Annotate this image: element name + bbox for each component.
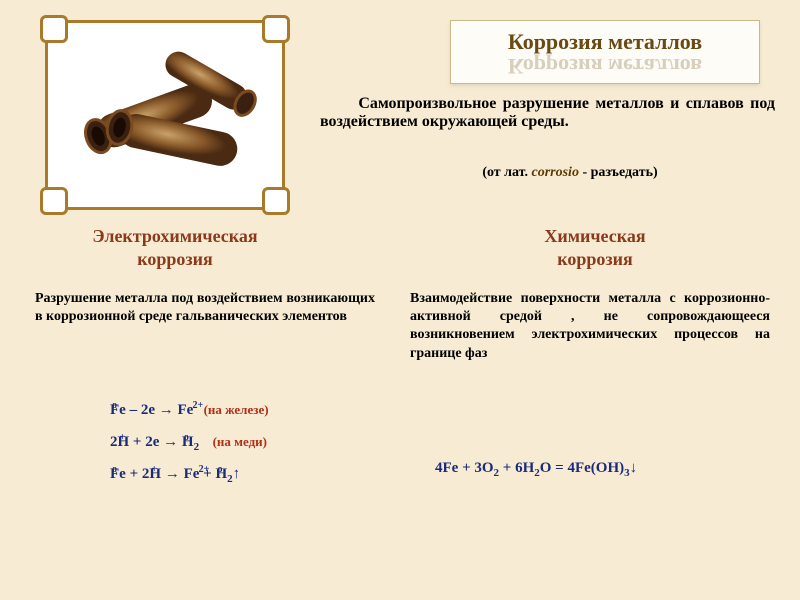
- etymology: (от лат. corrosio - разъедать): [420, 165, 720, 181]
- heading-chemical: Химическая коррозия: [490, 225, 700, 270]
- equation-row: Feo – 2e → Fe2+ (на железе): [110, 395, 390, 427]
- title-box: Коррозия металлов Коррозия металлов: [450, 20, 760, 84]
- equations-electrochemical: Feo – 2e → Fe2+ (на железе) 2H+ + 2e → H…: [110, 395, 390, 491]
- equation-annotation: (на железе): [197, 402, 268, 417]
- equation-chemical: 4Fe + 3O2 + 6H2O = 4Fe(OH)3↓: [435, 460, 765, 479]
- desc-electrochemical: Разрушение металла под воздействием возн…: [35, 290, 375, 326]
- equation-annotation: (на меди): [203, 434, 267, 449]
- equation-expr: 4Fe + 3O2 + 6H2O = 4Fe(OH)3↓: [435, 460, 637, 476]
- title-reflection: Коррозия металлов: [455, 53, 755, 79]
- slide-root: Коррозия металлов Коррозия металлов: [0, 0, 800, 600]
- corroded-pipes-icon: [65, 40, 265, 190]
- definition-text: Самопроизвольное разрушение металлов и с…: [320, 95, 775, 131]
- equation-expr: Feo – 2e → Fe2+: [110, 402, 193, 418]
- image-frame: [45, 20, 285, 210]
- equation-row: Feo + 2H+ → Fe2+ + H2o↑: [110, 459, 390, 491]
- title-text: Коррозия металлов: [455, 29, 755, 55]
- equation-row: 2H+ + 2e → H2o (на меди): [110, 427, 390, 459]
- latin-word: corrosio: [532, 165, 579, 180]
- equation-expr: 2H+ + 2e → H2o: [110, 434, 199, 450]
- equation-expr: Feo + 2H+ → Fe2+ + H2o↑: [110, 466, 240, 482]
- desc-chemical: Взаимодействие поверхности металла с кор…: [410, 290, 770, 363]
- heading-electrochemical: Электрохимическая коррозия: [60, 225, 290, 270]
